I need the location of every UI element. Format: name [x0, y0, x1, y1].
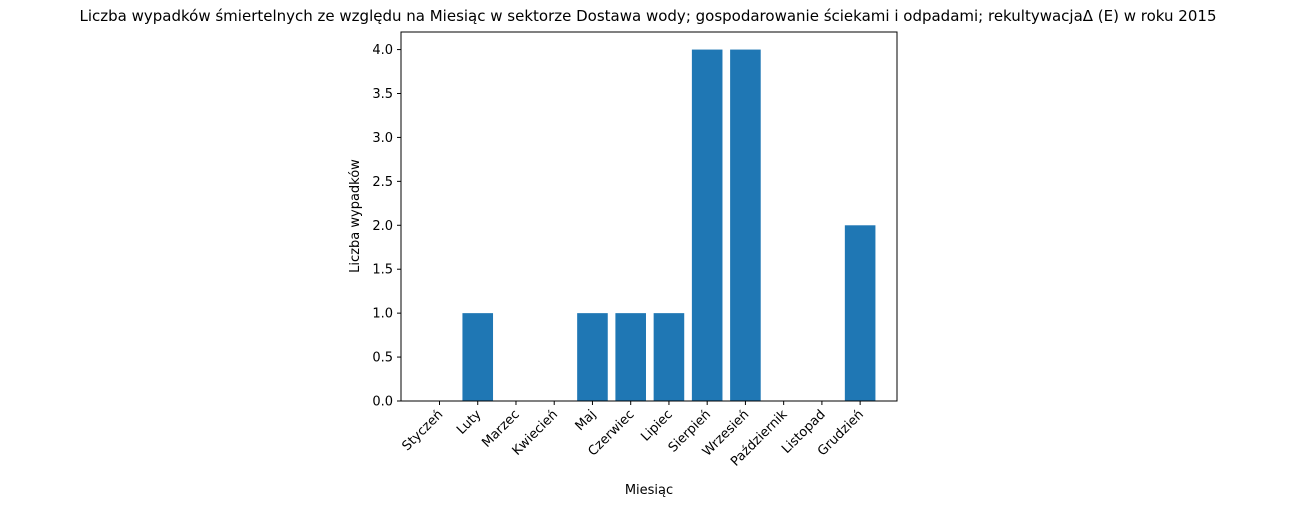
- y-tick-label: 3.5: [372, 87, 393, 102]
- x-tick-label: Lipiec: [638, 407, 675, 444]
- bars-group: [462, 49, 876, 401]
- x-tick-label: Styczeń: [399, 407, 446, 454]
- y-tick-label: 4.0: [372, 43, 393, 58]
- x-axis-label: Miesiąc: [625, 483, 673, 498]
- chart-title: Liczba wypadków śmiertelnych ze względu …: [80, 7, 1217, 25]
- y-tick-label: 2.0: [372, 219, 393, 234]
- y-axis: 0.0 0.5 1.0 1.5 2.0 2.5 3.0 3.5 4.0: [372, 43, 401, 410]
- y-tick-label: 1.0: [372, 307, 393, 322]
- bar-luty: [462, 313, 494, 401]
- y-axis-label: Liczba wypadków: [348, 159, 363, 273]
- y-tick-label: 1.5: [372, 263, 393, 278]
- bar-grudzień: [844, 225, 876, 401]
- y-tick-label: 0.5: [372, 351, 393, 366]
- y-tick-label: 2.5: [372, 175, 393, 190]
- plot-frame: [400, 31, 898, 402]
- bar-wrzesień: [730, 49, 761, 401]
- bar-sierpień: [691, 49, 723, 401]
- y-tick-label: 3.0: [372, 131, 393, 146]
- bar-maj: [577, 313, 608, 401]
- bar-lipiec: [653, 313, 685, 401]
- x-tick-label: Maj: [573, 407, 600, 434]
- x-tick-label: Luty: [454, 407, 485, 438]
- bar-czerwiec: [615, 313, 646, 401]
- y-tick-label: 0.0: [372, 395, 393, 410]
